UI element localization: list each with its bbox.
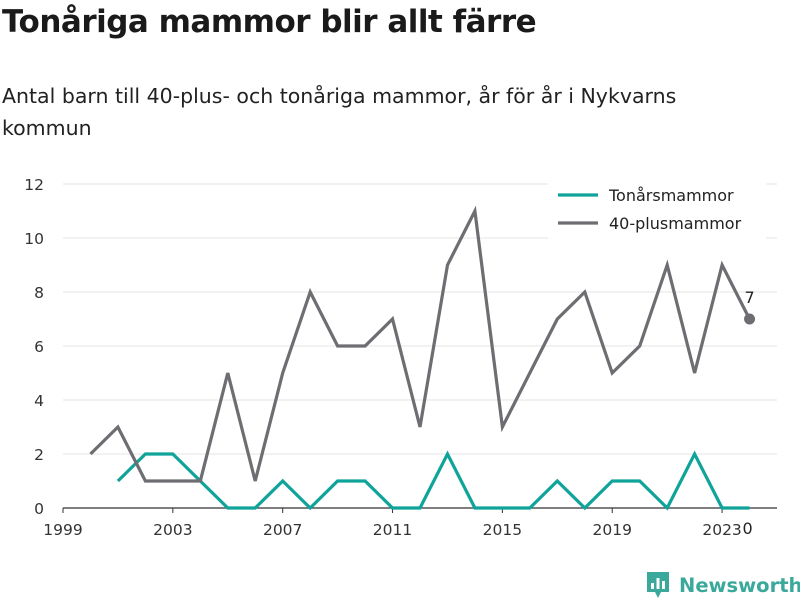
y-tick-label: 4	[34, 392, 44, 410]
x-tick-label: 2015	[483, 521, 522, 539]
x-tick-label: 2003	[153, 521, 192, 539]
end-label-40-plus: 7	[744, 288, 754, 307]
chart-title: Tonåriga mammor blir allt färre	[2, 4, 537, 40]
newsworthy-logo-icon	[647, 572, 669, 598]
newsworthy-logo: Newsworthy	[645, 570, 800, 600]
legend-label: Tonårsmammor	[608, 186, 734, 205]
legend-label: 40-plusmammor	[609, 214, 742, 233]
legend-box	[548, 176, 766, 240]
x-tick-label: 2011	[373, 521, 412, 539]
x-tick-label: 2007	[263, 521, 302, 539]
x-tick-label: 2019	[593, 521, 632, 539]
newsworthy-logo-text: Newsworthy	[679, 573, 800, 597]
y-tick-label: 6	[34, 338, 44, 356]
y-tick-label: 2	[34, 446, 44, 464]
chart-subtitle: Antal barn till 40-plus- och tonåriga ma…	[2, 84, 677, 140]
end-label-teen: 0	[742, 519, 752, 538]
series-line-1	[116, 450, 750, 511]
y-tick-label: 8	[34, 284, 44, 302]
y-tick-label: 0	[34, 500, 44, 518]
x-tick-label: 2023	[702, 521, 741, 539]
end-marker-40-plus	[744, 313, 756, 325]
y-tick-label: 12	[24, 176, 44, 194]
x-tick-label: 1999	[43, 521, 82, 539]
y-tick-label: 10	[24, 230, 44, 248]
series-line-2	[89, 205, 751, 483]
